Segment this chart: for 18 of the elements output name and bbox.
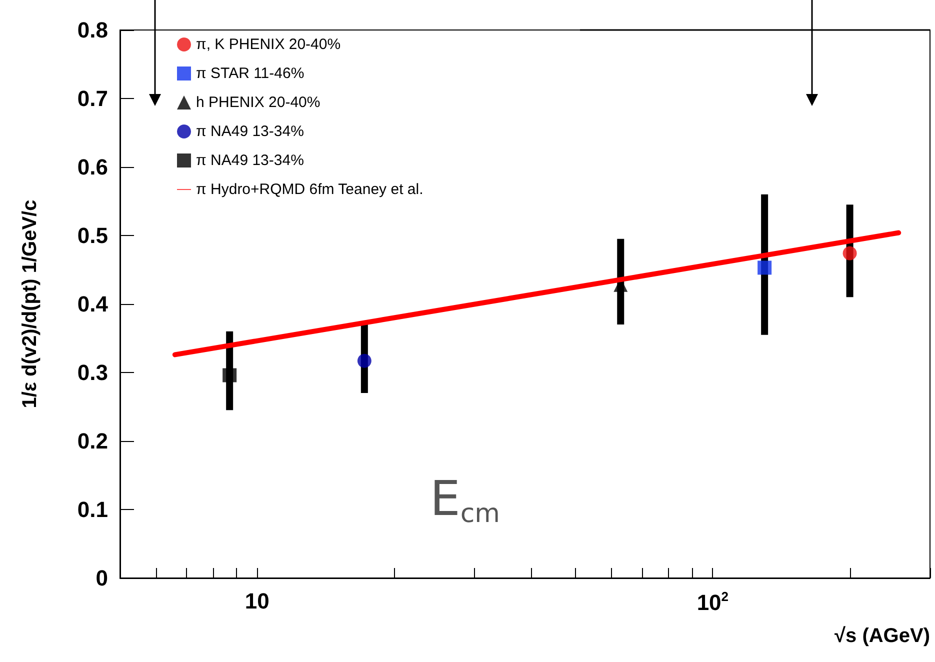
y-tick-label: 0.6 [77,154,108,180]
y-tick-label: 0.3 [77,360,108,385]
legend-label: π, K PHENIX 20-40% [196,36,341,53]
y-tick-label: 0.8 [77,18,108,42]
y-axis-title: 1/ε d(v2)/d(pt) 1/GeV/c [19,200,41,408]
x-axis-title: √s (AGeV) [834,625,930,647]
y-tick-label: 0.4 [77,292,109,316]
y-tick-label: 0.5 [77,223,108,248]
legend-label: π STAR 11-46% [196,65,304,82]
legend-label: π NA49 13-34% [196,123,304,140]
x-tick-label: 10 [244,588,270,614]
legend-label: π Hydro+RQMD 6fm Teaney et al. [196,181,424,198]
legend-label: π NA49 13-34% [196,152,304,169]
legend-label: h PHENIX 20-40% [196,94,320,111]
y-tick-label: 0.2 [77,428,108,454]
y-tick-label: 0.1 [77,497,108,522]
y-tick-label: 0.7 [77,86,108,111]
y-tick-label: 0 [96,566,108,590]
